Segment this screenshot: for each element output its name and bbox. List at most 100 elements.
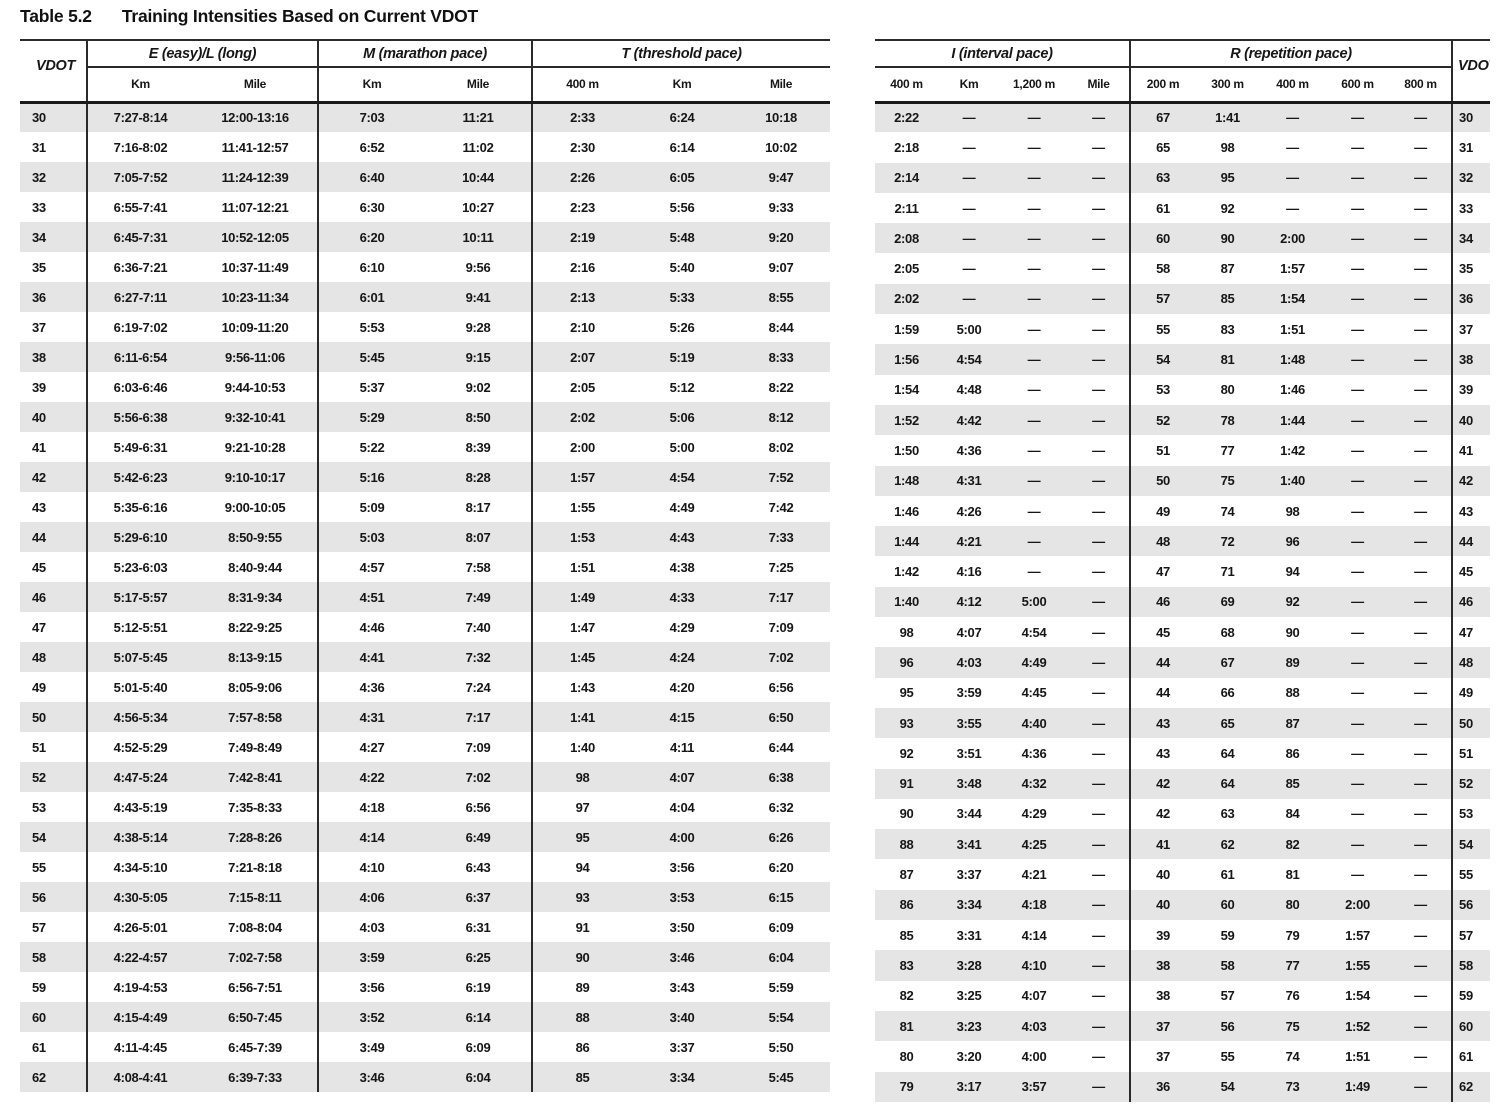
pace-cell: 1:41 (1215, 110, 1240, 126)
pace-cell: 89 (531, 972, 632, 1002)
pace-cell: — (1286, 200, 1299, 216)
pace-cell: 98 (1285, 503, 1300, 519)
pace-cell: 79 (1285, 927, 1300, 943)
table-row: 37 6:19-7:02 10:09-11:20 5:53 9:28 2:10 5:26 8:… (20, 312, 830, 342)
pace-cell: 75 (1285, 1018, 1300, 1034)
pace-cell: 46 (1129, 586, 1196, 618)
vdot-cell: 52 (1451, 768, 1491, 799)
pace-cell: 2:02 (894, 291, 919, 307)
pace-cell: 69 (1220, 594, 1235, 610)
pace-cell: 4:48 (956, 382, 982, 398)
pace-cell: — (1092, 776, 1105, 792)
vdot-cell: 60 (32, 1009, 46, 1025)
pace-cell: 59 (1220, 927, 1235, 943)
column-header: Mile (1068, 67, 1131, 104)
pace-cell: 74 (1220, 503, 1235, 519)
table-row: 2:14 — — — 63 95 — — — 32 (875, 162, 1491, 193)
vdot-cell: 38 (1451, 344, 1491, 375)
pace-cell: 6:55-7:41 (86, 192, 193, 222)
table-row: 58 4:22-4:57 7:02-7:58 3:59 6:25 90 3:46 6:04 (20, 942, 831, 972)
pace-cell: — (1286, 139, 1299, 155)
pace-cell: 1:53 (531, 522, 632, 552)
pace-cell: 5:22 (317, 432, 425, 462)
pace-cell: 8:39 (465, 439, 491, 455)
pace-cell: 95 (1220, 170, 1235, 186)
table-row: 45 5:23-6:03 8:40-9:44 4:57 7:58 1:51 4:38 7:25 (20, 552, 830, 582)
table-row: 91 3:48 4:32 — 42 64 85 — — 52 (875, 768, 1491, 799)
pace-cell: 3:17 (956, 1079, 982, 1095)
vdot-cell: 48 (1451, 647, 1491, 678)
table-row: 1:59 5:00 — — 55 83 1:51 — — 37 (875, 314, 1491, 345)
pace-cell: 8:33 (768, 349, 794, 365)
pace-cell: — (1351, 715, 1364, 731)
pace-cell: 4:43-5:19 (86, 792, 193, 822)
pace-cell: 81 (1220, 352, 1235, 368)
pace-cell: 64 (1220, 776, 1235, 792)
pace-cell: 6:05 (669, 169, 695, 185)
table-row: 2:22 — — — 67 1:41 — — — 30 (875, 102, 1491, 133)
pace-cell: — (1027, 442, 1041, 458)
pace-cell: 4:30-5:05 (86, 882, 193, 912)
pace-cell: 10:02 (765, 139, 797, 155)
pace-cell: 5:48 (669, 229, 695, 245)
pace-cell: 4:25 (1021, 836, 1047, 852)
pace-cell: — (1092, 1048, 1105, 1064)
pace-cell: 3:40 (669, 1009, 695, 1025)
pace-cell: 6:14 (465, 1009, 491, 1025)
vdot-cell: 51 (1451, 738, 1491, 769)
pace-cell: 10:37-11:49 (221, 259, 289, 275)
pace-cell: — (1027, 261, 1041, 277)
pace-cell: 7:15-8:11 (228, 889, 282, 905)
pace-cell: 6:09 (465, 1039, 491, 1055)
pace-cell: — (1351, 533, 1364, 549)
pace-cell: 8:31-9:34 (228, 589, 282, 605)
pace-cell: — (1092, 594, 1105, 610)
pace-cell: 1:48 (1280, 352, 1305, 368)
pace-cell: 4:07 (669, 769, 695, 785)
pace-cell: 4:38 (669, 559, 695, 575)
pace-cell: 6:15 (768, 889, 794, 905)
pace-cell: 6:24 (669, 110, 695, 126)
pace-cell: 4:43 (669, 529, 695, 545)
pace-cell: 91 (531, 912, 632, 942)
pace-cell: 2:07 (531, 342, 632, 372)
pace-cell: — (1092, 412, 1105, 428)
pace-cell: — (1092, 261, 1105, 277)
pace-cell: 90 (899, 806, 914, 822)
pace-cell: 4:03 (956, 654, 982, 670)
pace-cell: — (1092, 230, 1105, 246)
column-header: Km (86, 67, 193, 104)
pace-cell: — (1414, 170, 1427, 186)
pace-cell: 8:22-9:25 (228, 619, 282, 635)
pace-cell: 7:09 (768, 619, 794, 635)
pace-cell: 52 (1129, 404, 1196, 436)
vdot-cell: 36 (1451, 283, 1491, 315)
table-row: 48 5:07-5:45 8:13-9:15 4:41 7:32 1:45 4:24 7:02 (20, 642, 831, 672)
column-header: 200 m (1129, 67, 1196, 104)
pace-cell: 5:56-6:38 (86, 402, 193, 432)
pace-cell: 5:33 (669, 289, 695, 305)
pace-cell: — (1092, 715, 1105, 731)
pace-cell: 77 (1285, 957, 1300, 973)
pace-cell: 5:00 (956, 321, 982, 337)
pace-cell: — (1414, 1048, 1427, 1064)
table-row: 61 4:11-4:45 6:45-7:39 3:49 6:09 86 3:37 5:50 (20, 1032, 830, 1062)
vdot-cell: 43 (1451, 495, 1491, 527)
pace-cell: 37 (1129, 1010, 1196, 1042)
pace-cell: 5:29-6:10 (86, 522, 193, 552)
pace-cell: 5:03 (317, 522, 425, 552)
pace-cell: 3:46 (669, 949, 695, 965)
pace-cell: 4:33 (669, 589, 695, 605)
pace-cell: 1:54 (1345, 988, 1370, 1004)
vdot-cell: 40 (32, 409, 46, 425)
pace-cell: 6:20 (768, 859, 794, 875)
vdot-cell: 35 (32, 259, 46, 275)
pace-cell: 4:08-4:41 (86, 1062, 193, 1092)
pace-cell: 8:55 (768, 289, 794, 305)
pace-cell: — (1092, 170, 1105, 186)
table-row: 39 6:03-6:46 9:44-10:53 5:37 9:02 2:05 5:12 8:2… (20, 372, 830, 402)
table-row: 40 5:56-6:38 9:32-10:41 5:29 8:50 2:02 5:06 8:1… (20, 402, 831, 432)
pace-cell: 4:10 (317, 852, 425, 882)
pace-cell: 6:04 (768, 949, 794, 965)
pace-cell: — (1092, 867, 1105, 883)
